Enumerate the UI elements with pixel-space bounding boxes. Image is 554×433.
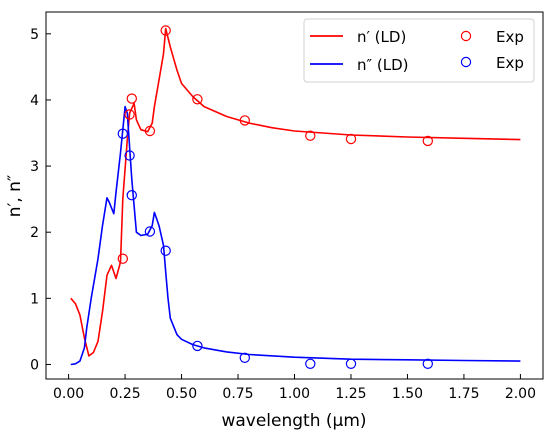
data-point-3 bbox=[305, 358, 316, 369]
legend-box bbox=[303, 18, 535, 83]
series-layer bbox=[70, 25, 521, 369]
x-tick-label: 2.00 bbox=[505, 386, 536, 402]
data-point-3 bbox=[422, 358, 433, 369]
data-point-2 bbox=[117, 253, 129, 264]
x-tick-label: 1.75 bbox=[448, 386, 479, 402]
y-tick-label: 2 bbox=[30, 225, 39, 241]
data-point-3 bbox=[239, 352, 250, 363]
data-point-3 bbox=[117, 128, 129, 139]
y-ticks: 0 1 2 3 4 5 bbox=[30, 27, 51, 373]
data-point-2 bbox=[345, 133, 357, 145]
series-line-0 bbox=[70, 27, 521, 357]
data-point-2 bbox=[305, 130, 316, 141]
data-point-2 bbox=[160, 25, 171, 36]
data-point-2 bbox=[422, 135, 433, 147]
series-line-1 bbox=[70, 105, 521, 366]
data-point-3 bbox=[124, 150, 135, 161]
y-tick-label: 1 bbox=[30, 291, 39, 307]
y-tick-label: 3 bbox=[30, 159, 39, 175]
y-tick-label: 5 bbox=[30, 27, 39, 43]
data-point-3 bbox=[160, 245, 171, 256]
x-tick-label: 1.25 bbox=[335, 386, 366, 402]
y-tick-label: 0 bbox=[30, 357, 39, 373]
data-point-3 bbox=[192, 340, 203, 352]
data-point-2 bbox=[126, 93, 138, 104]
y-tick-label: 4 bbox=[30, 93, 39, 109]
x-axis-label: wavelength (μm) bbox=[221, 411, 366, 431]
data-point-3 bbox=[126, 189, 138, 201]
legend-marker-red bbox=[460, 30, 472, 42]
x-tick-label: 1.50 bbox=[392, 386, 423, 402]
legend: n′ (LD) n″ (LD) Exp Exp bbox=[303, 18, 535, 83]
x-tick-label: 0.25 bbox=[109, 386, 140, 402]
data-point-3 bbox=[345, 358, 357, 369]
data-point-2 bbox=[192, 94, 203, 105]
data-point-2 bbox=[144, 125, 156, 137]
x-tick-label: 1.00 bbox=[279, 386, 310, 402]
x-ticks: 0.00 0.25 0.50 0.75 1.00 1.25 1.50 1.75 2.00 bbox=[53, 374, 536, 402]
legend-label-n-double-prime: n″ (LD) bbox=[357, 56, 409, 74]
x-tick-label: 0.00 bbox=[53, 386, 84, 402]
data-point-3 bbox=[144, 226, 156, 237]
data-point-2 bbox=[239, 115, 250, 126]
data-point-2 bbox=[124, 109, 135, 120]
legend-label-exp-blue: Exp bbox=[496, 54, 524, 72]
x-tick-label: 0.75 bbox=[222, 386, 253, 402]
legend-label-n-prime: n′ (LD) bbox=[357, 28, 406, 46]
legend-label-exp-red: Exp bbox=[496, 28, 524, 46]
x-tick-label: 0.50 bbox=[166, 386, 197, 402]
y-axis-label: n′, n″ bbox=[5, 175, 25, 218]
legend-marker-blue bbox=[460, 56, 472, 68]
